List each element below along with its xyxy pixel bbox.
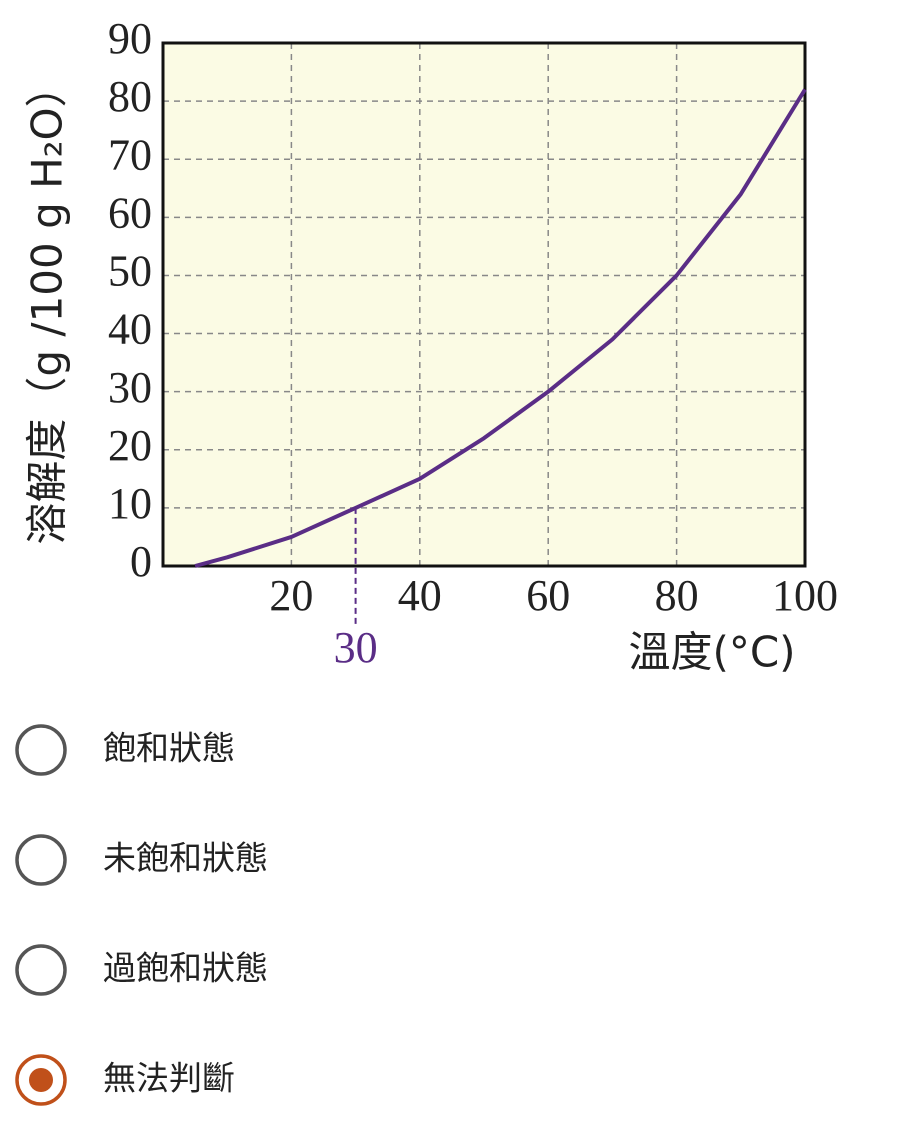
y-tick-label: 30 xyxy=(108,363,152,412)
option-label[interactable]: 未飽和狀態 xyxy=(103,839,268,878)
x-tick-label: 40 xyxy=(398,571,442,620)
plot-area xyxy=(163,43,805,566)
y-tick-label: 70 xyxy=(108,130,152,179)
x-axis-label: 溫度(°C) xyxy=(628,628,795,677)
y-tick-label: 40 xyxy=(108,305,152,354)
y-tick-label: 20 xyxy=(108,421,152,470)
y-tick-label: 50 xyxy=(108,247,152,296)
plot-frame xyxy=(161,41,807,568)
radio-button[interactable] xyxy=(15,834,67,886)
y-tick-label: 0 xyxy=(130,537,152,586)
y-axis-label: 溶解度（g /100 g H₂O） xyxy=(23,65,72,544)
radio-button[interactable] xyxy=(15,724,67,776)
data-line xyxy=(194,88,807,568)
option-label[interactable]: 過飽和狀態 xyxy=(103,949,268,988)
annotation-label: 30 xyxy=(334,623,378,672)
y-tick-label: 10 xyxy=(108,479,152,528)
radio-button[interactable] xyxy=(15,944,67,996)
x-tick-label: 100 xyxy=(772,571,838,620)
y-tick-label: 80 xyxy=(108,72,152,121)
option-label[interactable]: 飽和狀態 xyxy=(103,729,235,768)
x-tick-label: 60 xyxy=(526,571,570,620)
option-label[interactable]: 無法判斷 xyxy=(103,1059,235,1098)
y-tick-label: 90 xyxy=(108,14,152,63)
y-tick-label: 60 xyxy=(108,188,152,237)
x-tick-label: 80 xyxy=(655,571,699,620)
radio-dot xyxy=(29,1068,53,1092)
x-tick-label: 20 xyxy=(269,571,313,620)
